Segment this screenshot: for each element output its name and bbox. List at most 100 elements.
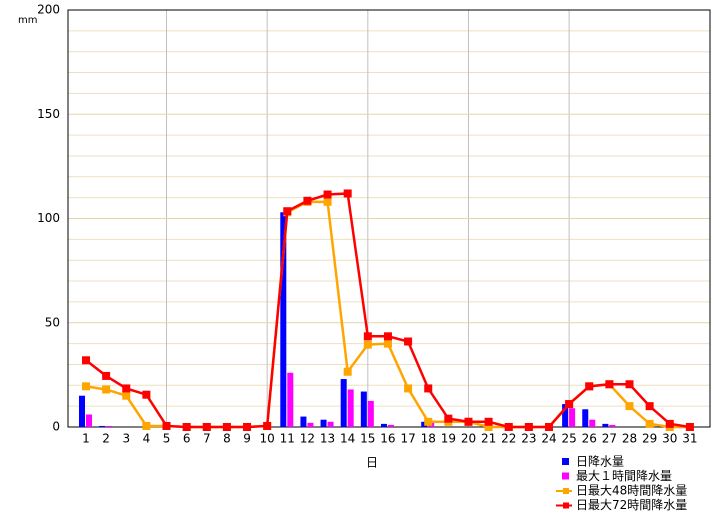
line-marker: [424, 384, 433, 393]
line-marker: [303, 196, 312, 205]
x-tick-label: 30: [662, 432, 677, 446]
x-tick-label: 24: [541, 432, 556, 446]
line-marker: [544, 423, 553, 431]
line-marker: [82, 356, 90, 365]
bar: [602, 423, 609, 427]
bar: [380, 423, 387, 427]
legend-label: 日降水量: [576, 455, 624, 469]
line-marker: [222, 423, 231, 431]
x-tick-label: 28: [622, 432, 637, 446]
line-marker: [142, 421, 151, 430]
x-tick-label: 11: [280, 432, 295, 446]
legend-swatch: [563, 488, 569, 494]
y-tick-label: 100: [37, 211, 60, 225]
y-tick-label: 150: [37, 107, 60, 121]
line-marker: [504, 423, 513, 431]
bar: [300, 416, 307, 427]
bar: [589, 419, 596, 427]
line-marker: [82, 382, 90, 391]
line-marker: [363, 340, 372, 349]
line-marker: [645, 419, 654, 428]
x-tick-label: 21: [481, 432, 496, 446]
bar: [327, 421, 334, 427]
x-tick-label: 9: [243, 432, 251, 446]
bar: [320, 419, 327, 427]
x-tick-label: 16: [380, 432, 395, 446]
line-marker: [263, 421, 272, 430]
x-tick-label: 25: [561, 432, 576, 446]
line-marker: [404, 337, 413, 346]
y-tick-label: 0: [52, 420, 60, 434]
x-tick-label: 12: [300, 432, 315, 446]
bar: [307, 422, 314, 427]
line-marker: [343, 189, 352, 198]
line-marker: [142, 390, 151, 399]
x-axis-label: 日: [366, 456, 378, 470]
line-marker: [484, 417, 493, 426]
bar: [360, 391, 367, 427]
x-tick-label: 22: [501, 432, 516, 446]
line-marker: [645, 402, 654, 411]
x-tick-label: 19: [441, 432, 456, 446]
y-tick-label: 50: [45, 315, 60, 329]
x-tick-label: 31: [682, 432, 697, 446]
bar: [340, 379, 347, 427]
x-tick-label: 14: [340, 432, 355, 446]
line-marker: [202, 423, 211, 431]
x-tick-label: 20: [461, 432, 476, 446]
bar: [287, 372, 294, 427]
x-tick-label: 10: [260, 432, 275, 446]
line-marker: [404, 384, 413, 393]
line-marker: [162, 421, 171, 430]
x-tick-label: 3: [122, 432, 130, 446]
line-marker: [383, 332, 392, 341]
legend-label: 日最大48時間降水量: [576, 484, 687, 498]
x-tick-label: 1: [82, 432, 90, 446]
bar: [367, 400, 374, 427]
line-marker: [424, 417, 433, 426]
x-tick-label: 8: [223, 432, 231, 446]
line-marker: [102, 385, 111, 394]
line-marker: [464, 417, 473, 426]
y-tick-label: 200: [37, 3, 60, 17]
legend-label: 日最大72時間降水量: [576, 498, 687, 512]
line-marker: [383, 339, 392, 348]
line-marker: [625, 380, 634, 389]
bar: [99, 425, 106, 427]
line-marker: [323, 190, 332, 199]
bar: [347, 389, 354, 427]
line-marker: [122, 384, 131, 393]
line-marker: [484, 423, 493, 431]
bar: [280, 212, 287, 427]
x-tick-label: 23: [521, 432, 536, 446]
x-tick-label: 29: [642, 432, 657, 446]
bar: [387, 424, 394, 427]
legend-swatch: [563, 502, 569, 509]
line-marker: [585, 382, 594, 391]
legend-swatch: [562, 458, 569, 465]
line-marker: [363, 332, 372, 341]
x-tick-label: 4: [143, 432, 151, 446]
line-marker: [343, 367, 352, 376]
line-marker: [685, 423, 694, 431]
line-marker: [182, 423, 191, 431]
x-tick-label: 26: [582, 432, 597, 446]
x-tick-label: 13: [320, 432, 335, 446]
bar: [609, 424, 616, 427]
bar: [562, 404, 569, 427]
line-marker: [524, 423, 533, 431]
x-tick-label: 27: [602, 432, 617, 446]
line-marker: [122, 391, 131, 400]
bar: [582, 409, 589, 427]
legend-swatch: [562, 472, 569, 480]
line-marker: [565, 400, 574, 409]
bar: [86, 414, 92, 427]
x-tick-label: 6: [183, 432, 191, 446]
line-marker: [605, 380, 614, 389]
x-tick-label: 17: [400, 432, 415, 446]
y-unit: mm: [18, 15, 37, 26]
legend-label: 最大１時間降水量: [576, 469, 672, 483]
bar: [79, 395, 85, 427]
line-marker: [444, 414, 453, 423]
